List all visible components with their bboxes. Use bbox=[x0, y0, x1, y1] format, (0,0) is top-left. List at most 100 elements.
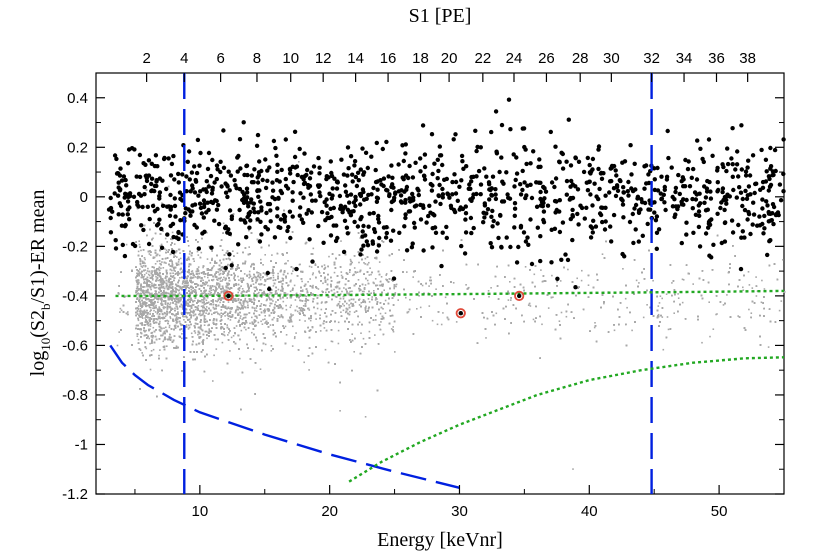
grey-point bbox=[158, 297, 160, 299]
grey-point bbox=[143, 290, 145, 292]
grey-point bbox=[219, 272, 222, 275]
grey-point bbox=[151, 299, 154, 301]
grey-point bbox=[269, 272, 272, 274]
grey-point bbox=[238, 289, 241, 292]
grey-point bbox=[236, 252, 239, 254]
grey-point bbox=[353, 351, 355, 353]
grey-point bbox=[162, 267, 165, 269]
grey-point bbox=[603, 302, 605, 305]
grey-point bbox=[184, 280, 187, 282]
grey-point bbox=[275, 290, 278, 292]
grey-point bbox=[363, 290, 365, 293]
grey-point bbox=[527, 304, 530, 306]
grey-point bbox=[337, 329, 340, 332]
grey-point bbox=[360, 293, 363, 296]
grey-point bbox=[182, 269, 184, 272]
grey-point bbox=[141, 317, 144, 319]
grey-point bbox=[160, 304, 163, 306]
grey-point bbox=[667, 328, 670, 331]
grey-point bbox=[339, 410, 341, 412]
grey-point bbox=[241, 318, 244, 321]
grey-point bbox=[166, 319, 168, 322]
grey-point bbox=[254, 275, 256, 278]
grey-point bbox=[214, 291, 216, 294]
grey-point bbox=[358, 321, 361, 323]
grey-point bbox=[192, 289, 194, 292]
grey-point bbox=[167, 295, 170, 298]
grey-point bbox=[161, 261, 163, 263]
grey-point bbox=[682, 279, 685, 281]
grey-point bbox=[365, 309, 367, 312]
grey-point bbox=[141, 352, 143, 354]
grey-point bbox=[166, 304, 169, 307]
grey-point bbox=[168, 326, 171, 329]
grey-point bbox=[213, 265, 215, 267]
grey-point bbox=[334, 286, 337, 288]
grey-point bbox=[190, 288, 193, 291]
grey-point bbox=[139, 308, 142, 310]
grey-point bbox=[273, 316, 275, 319]
grey-point bbox=[145, 272, 148, 274]
grey-point bbox=[244, 322, 246, 324]
grey-point bbox=[210, 269, 213, 272]
grey-point bbox=[362, 337, 365, 340]
grey-point bbox=[298, 319, 301, 321]
grey-point bbox=[646, 304, 648, 306]
grey-point bbox=[393, 287, 395, 290]
grey-point bbox=[205, 302, 207, 305]
grey-point bbox=[436, 323, 439, 326]
grey-point bbox=[143, 280, 146, 283]
grey-point bbox=[374, 299, 377, 301]
grey-point bbox=[302, 305, 305, 307]
grey-point bbox=[780, 300, 783, 302]
grey-point bbox=[197, 331, 200, 334]
grey-point bbox=[137, 305, 140, 307]
grey-point bbox=[146, 270, 149, 272]
grey-point bbox=[572, 468, 574, 470]
grey-point bbox=[148, 253, 151, 255]
grey-point bbox=[149, 313, 151, 315]
grey-point bbox=[386, 280, 389, 282]
grey-point bbox=[337, 321, 340, 324]
grey-point bbox=[190, 332, 193, 335]
grey-point bbox=[207, 284, 209, 287]
grey-point bbox=[125, 243, 128, 246]
grey-point bbox=[176, 256, 178, 258]
grey-point bbox=[289, 290, 292, 293]
grey-point bbox=[264, 318, 266, 320]
grey-point bbox=[303, 361, 305, 364]
grey-point bbox=[581, 269, 583, 272]
grey-point bbox=[239, 317, 241, 319]
grey-point bbox=[118, 331, 120, 333]
grey-point bbox=[587, 284, 590, 286]
grey-point bbox=[153, 309, 155, 312]
grey-point bbox=[207, 313, 209, 315]
grey-point bbox=[358, 261, 360, 264]
grey-point bbox=[393, 295, 395, 298]
grey-point bbox=[139, 268, 141, 270]
grey-point bbox=[142, 264, 145, 267]
grey-point bbox=[321, 290, 323, 293]
grey-point bbox=[158, 254, 161, 257]
grey-point bbox=[368, 301, 371, 303]
grey-point bbox=[191, 299, 193, 301]
grey-point bbox=[188, 253, 191, 255]
grey-point bbox=[444, 296, 447, 299]
grey-point bbox=[143, 282, 145, 284]
grey-point bbox=[715, 313, 717, 316]
grey-point bbox=[139, 312, 141, 315]
grey-point bbox=[197, 254, 200, 256]
grey-point bbox=[323, 264, 326, 266]
grey-point bbox=[275, 301, 277, 303]
grey-point bbox=[380, 276, 383, 278]
grey-point bbox=[171, 296, 174, 298]
grey-point bbox=[232, 250, 234, 252]
grey-point bbox=[174, 270, 176, 272]
grey-point bbox=[136, 335, 139, 337]
grey-point bbox=[565, 315, 568, 318]
grey-point bbox=[209, 293, 211, 295]
grey-point bbox=[507, 299, 510, 301]
grey-point bbox=[279, 316, 281, 319]
grey-point bbox=[318, 272, 321, 274]
